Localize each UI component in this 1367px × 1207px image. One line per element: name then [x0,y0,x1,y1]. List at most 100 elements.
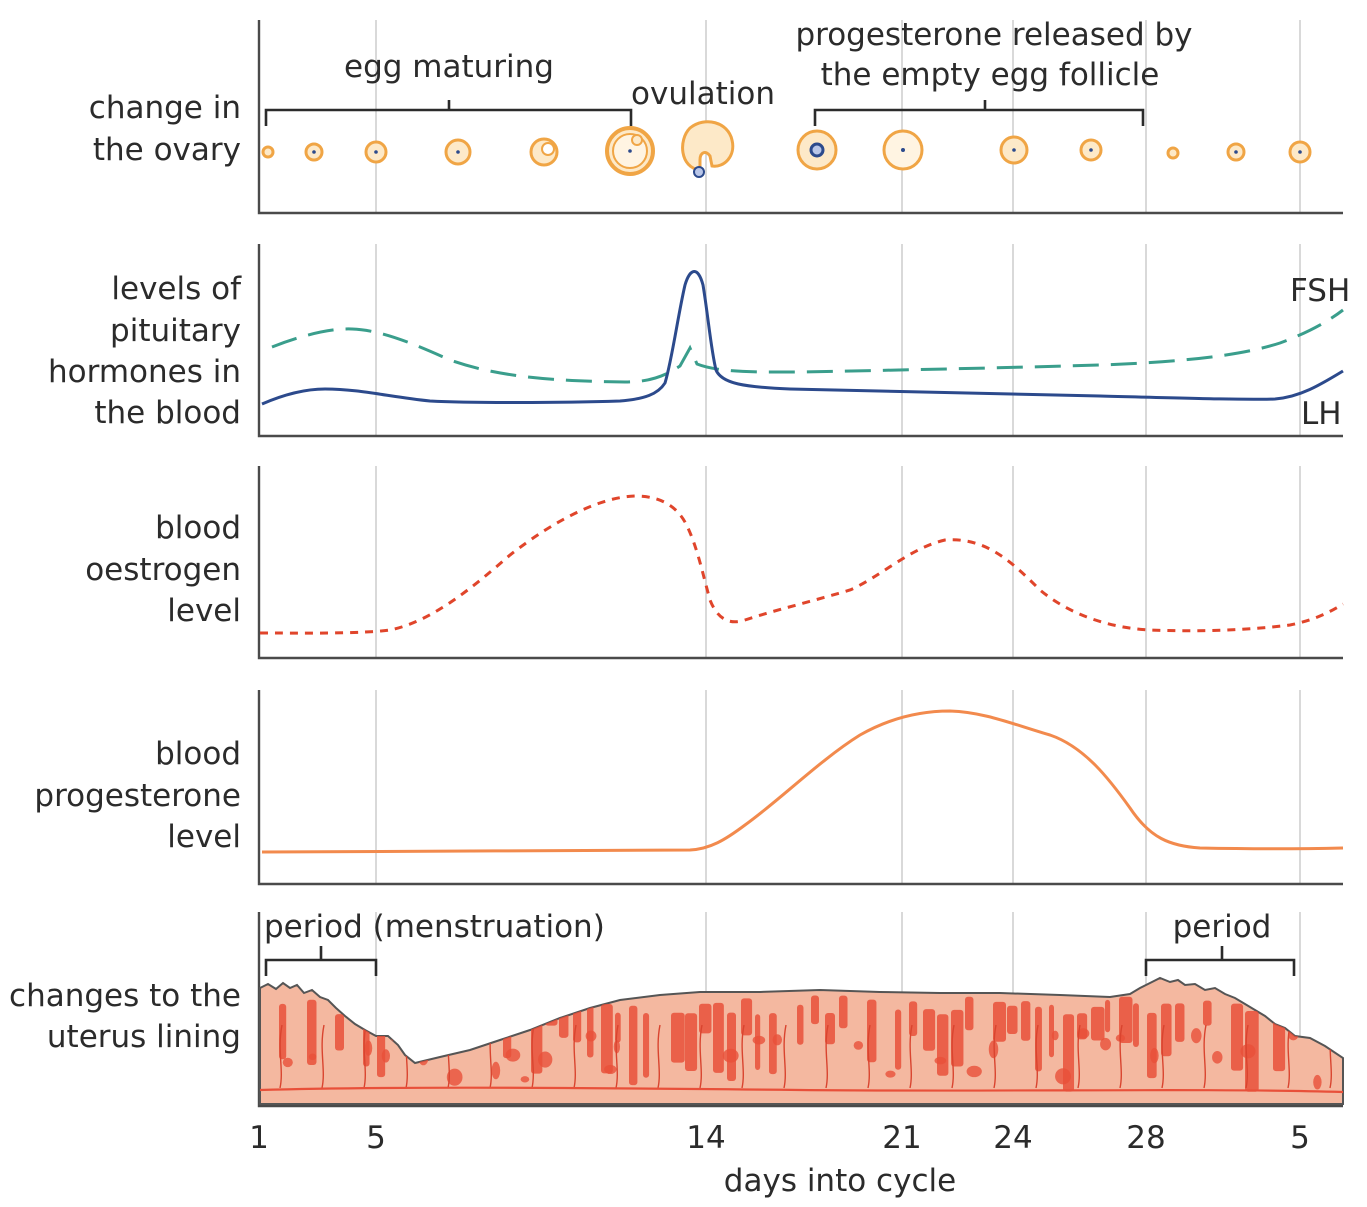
vessel-line [573,1024,577,1089]
vessel-line [699,1024,703,1089]
x-tick-1: 1 [249,1120,269,1156]
x-tick-24: 24 [993,1120,1032,1156]
blood-vessel [447,1009,455,1043]
progesterone-row-label-line1: blood [155,736,241,772]
blood-vessel [937,1014,949,1076]
vessel-line [909,1024,913,1089]
blood-vessel [489,1002,497,1041]
blood-vessel [545,998,558,1026]
blood-spot [418,1049,429,1066]
progesterone-row-label-line2: progesterone [34,778,241,814]
ovary-row-label-line1: change in [89,90,241,126]
vessel-line [321,1024,325,1089]
ovulation-label: ovulation [631,76,775,112]
vessel-line [363,1024,367,1089]
period-menstruation-label: period (menstruation) [264,909,605,945]
blood-spot [988,1040,999,1059]
blood-spot [853,1040,864,1050]
blood-spot [722,1048,739,1063]
blood-vessel [923,1009,936,1051]
x-tick-21: 21 [882,1120,921,1156]
blood-vessel [839,995,848,1029]
blood-vessel [811,995,819,1025]
blood-spot [752,1035,766,1045]
uterus-lining [259,976,1344,1105]
blood-spot [934,1056,947,1065]
blood-spot [1313,1074,1322,1090]
blood-spot [1212,1051,1223,1064]
blood-spot [1077,1028,1090,1039]
blood-spot [1333,1032,1342,1039]
follicle-sequence [261,120,1312,178]
progesterone-row-label-line3: level [167,819,241,855]
blood-spot [392,1029,399,1041]
blood-vessel [769,1013,777,1075]
follicle-icon [999,135,1029,165]
blood-spot [1051,1030,1059,1041]
vessel-line [993,1024,997,1089]
blood-spot [538,1051,553,1068]
x-tick-14: 14 [686,1120,725,1156]
blood-vessel [1133,1003,1139,1047]
uterus-row-label-line2: uterus lining [47,1019,241,1055]
vessel-line [657,1024,661,1089]
progesterone-released-label-line2: the empty egg follicle [821,57,1160,93]
blood-vessel [685,1013,698,1072]
follicle-icon [444,138,472,166]
lh-curve [261,270,1344,406]
blood-vessel [1161,1003,1172,1057]
blood-vessel [825,1013,835,1045]
oestrogen-row-label-line3: level [167,593,241,629]
vessel-line [825,1024,829,1089]
blood-vessel [1147,1012,1157,1079]
vessel-line [867,1024,871,1089]
lh-label: LH [1301,396,1342,432]
blood-spot [966,1065,982,1078]
blood-spot [446,1068,463,1086]
blood-vessel [867,999,877,1063]
egg-maturing-bracket [264,100,633,126]
blood-vessel [601,1004,613,1074]
blood-spot [520,1076,530,1083]
pituitary-row-label-line1: levels of [111,271,242,307]
mature-follicle-icon [631,134,643,146]
blood-vessel [377,996,386,1078]
vessel-line [615,1024,619,1089]
blood-vessel [1301,999,1311,1025]
blood-spot [491,1061,501,1080]
egg-icon [693,166,705,178]
blood-spot [381,1049,391,1063]
period-bracket [1144,946,1296,976]
progesterone-panel [261,709,1344,854]
vessel-line [1287,1024,1291,1089]
pituitary-panel: FSH LH [261,270,1350,432]
blood-vessel [1203,1000,1212,1026]
blood-vessel [1175,1003,1185,1042]
uterus-row-label-line1: changes to the [9,978,241,1014]
oestrogen-panel [259,494,1344,635]
blood-vessel [1049,1004,1055,1058]
follicle-icon [1079,138,1103,162]
blood-vessel [1091,1006,1105,1041]
vessel-line [951,1024,955,1089]
progesterone-released-bracket [813,100,1145,126]
blood-spot [772,1034,783,1046]
corpus-luteum-icon [882,129,924,171]
vessel-line [1203,1024,1207,1089]
vessel-line [1077,1024,1081,1089]
corpus-luteum-icon [796,129,838,171]
follicle-icon [261,145,275,159]
oestrogen-row-label-line2: oestrogen [85,552,241,588]
blood-spot [505,1048,521,1062]
pituitary-panel-axis [257,244,1343,438]
blood-vessel [1119,996,1133,1043]
x-tick-5: 5 [366,1120,386,1156]
blood-spot [585,1030,597,1042]
uterus-panel-axis [257,912,1343,1108]
blood-vessel [909,1001,918,1036]
blood-spot [604,1064,617,1075]
follicle-icon [364,140,388,164]
vessel-line [1161,1024,1165,1089]
blood-vessel [671,1012,685,1063]
ruptured-follicle-icon [681,120,735,172]
